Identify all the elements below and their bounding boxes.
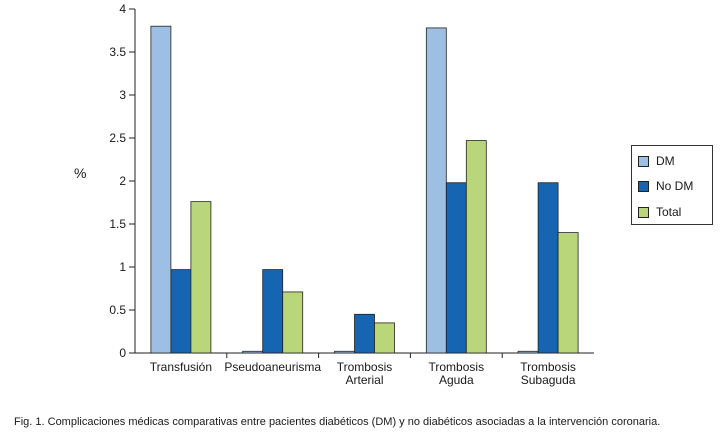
y-tick-label: 1 xyxy=(119,260,126,274)
bar-total xyxy=(374,322,395,354)
bar-dm xyxy=(334,350,355,354)
legend-label-no-dm: No DM xyxy=(656,179,694,193)
legend-item-no-dm: No DM xyxy=(638,178,693,194)
bar-total xyxy=(190,201,212,354)
legend-swatch-no-dm xyxy=(638,180,649,192)
figure-caption: Fig. 1. Complicaciones médicas comparati… xyxy=(14,416,661,428)
y-tick-label: 3.5 xyxy=(109,45,126,59)
bar-no-dm xyxy=(445,182,467,354)
bar-total xyxy=(557,232,579,354)
bar-dm xyxy=(517,350,539,354)
legend: DM No DM Total xyxy=(631,145,713,225)
y-tick-label: 2.5 xyxy=(109,131,126,145)
x-tick-label: Trombosis xyxy=(520,360,576,374)
x-tick-label: Trombosis xyxy=(429,360,485,374)
bar-dm xyxy=(242,350,264,354)
x-tick-label-group: Transfusión Pseudoaneurisma TrombosisArter… xyxy=(150,360,576,387)
bar-total xyxy=(465,140,487,354)
legend-item-total: Total xyxy=(638,204,681,220)
bar-dm xyxy=(150,25,172,354)
y-axis-label: % xyxy=(74,165,87,181)
legend-label-dm: DM xyxy=(656,154,675,168)
x-tick-label: Trombosis xyxy=(337,360,393,374)
legend-item-dm: DM xyxy=(638,153,675,169)
x-tick-label: Arterial xyxy=(345,373,383,387)
y-tick-label: 2 xyxy=(119,174,126,188)
x-tick-label: Pseudoaneurisma xyxy=(224,360,321,374)
bar-group xyxy=(150,25,579,354)
bar-no-dm xyxy=(170,269,192,354)
bar-no-dm xyxy=(354,313,375,354)
bar-total xyxy=(282,291,304,354)
x-tick-label: Aguda xyxy=(439,373,474,387)
y-tick-group: 0 0.5 1 1.5 2 2.5 3 3.5 4 xyxy=(109,2,135,360)
y-tick-label: 0 xyxy=(119,346,126,360)
bar-no-dm xyxy=(262,269,284,354)
legend-swatch-total xyxy=(638,206,649,218)
y-tick-label: 4 xyxy=(119,2,126,16)
x-tick-label: Subaguda xyxy=(521,373,576,387)
legend-swatch-dm xyxy=(638,155,649,167)
bar-dm xyxy=(425,27,447,354)
bar-no-dm xyxy=(537,182,559,354)
x-tick-label: Transfusión xyxy=(150,360,212,374)
legend-label-total: Total xyxy=(656,205,682,219)
y-tick-label: 1.5 xyxy=(109,217,126,231)
y-tick-label: 3 xyxy=(119,88,126,102)
y-tick-label: 0.5 xyxy=(109,303,126,317)
